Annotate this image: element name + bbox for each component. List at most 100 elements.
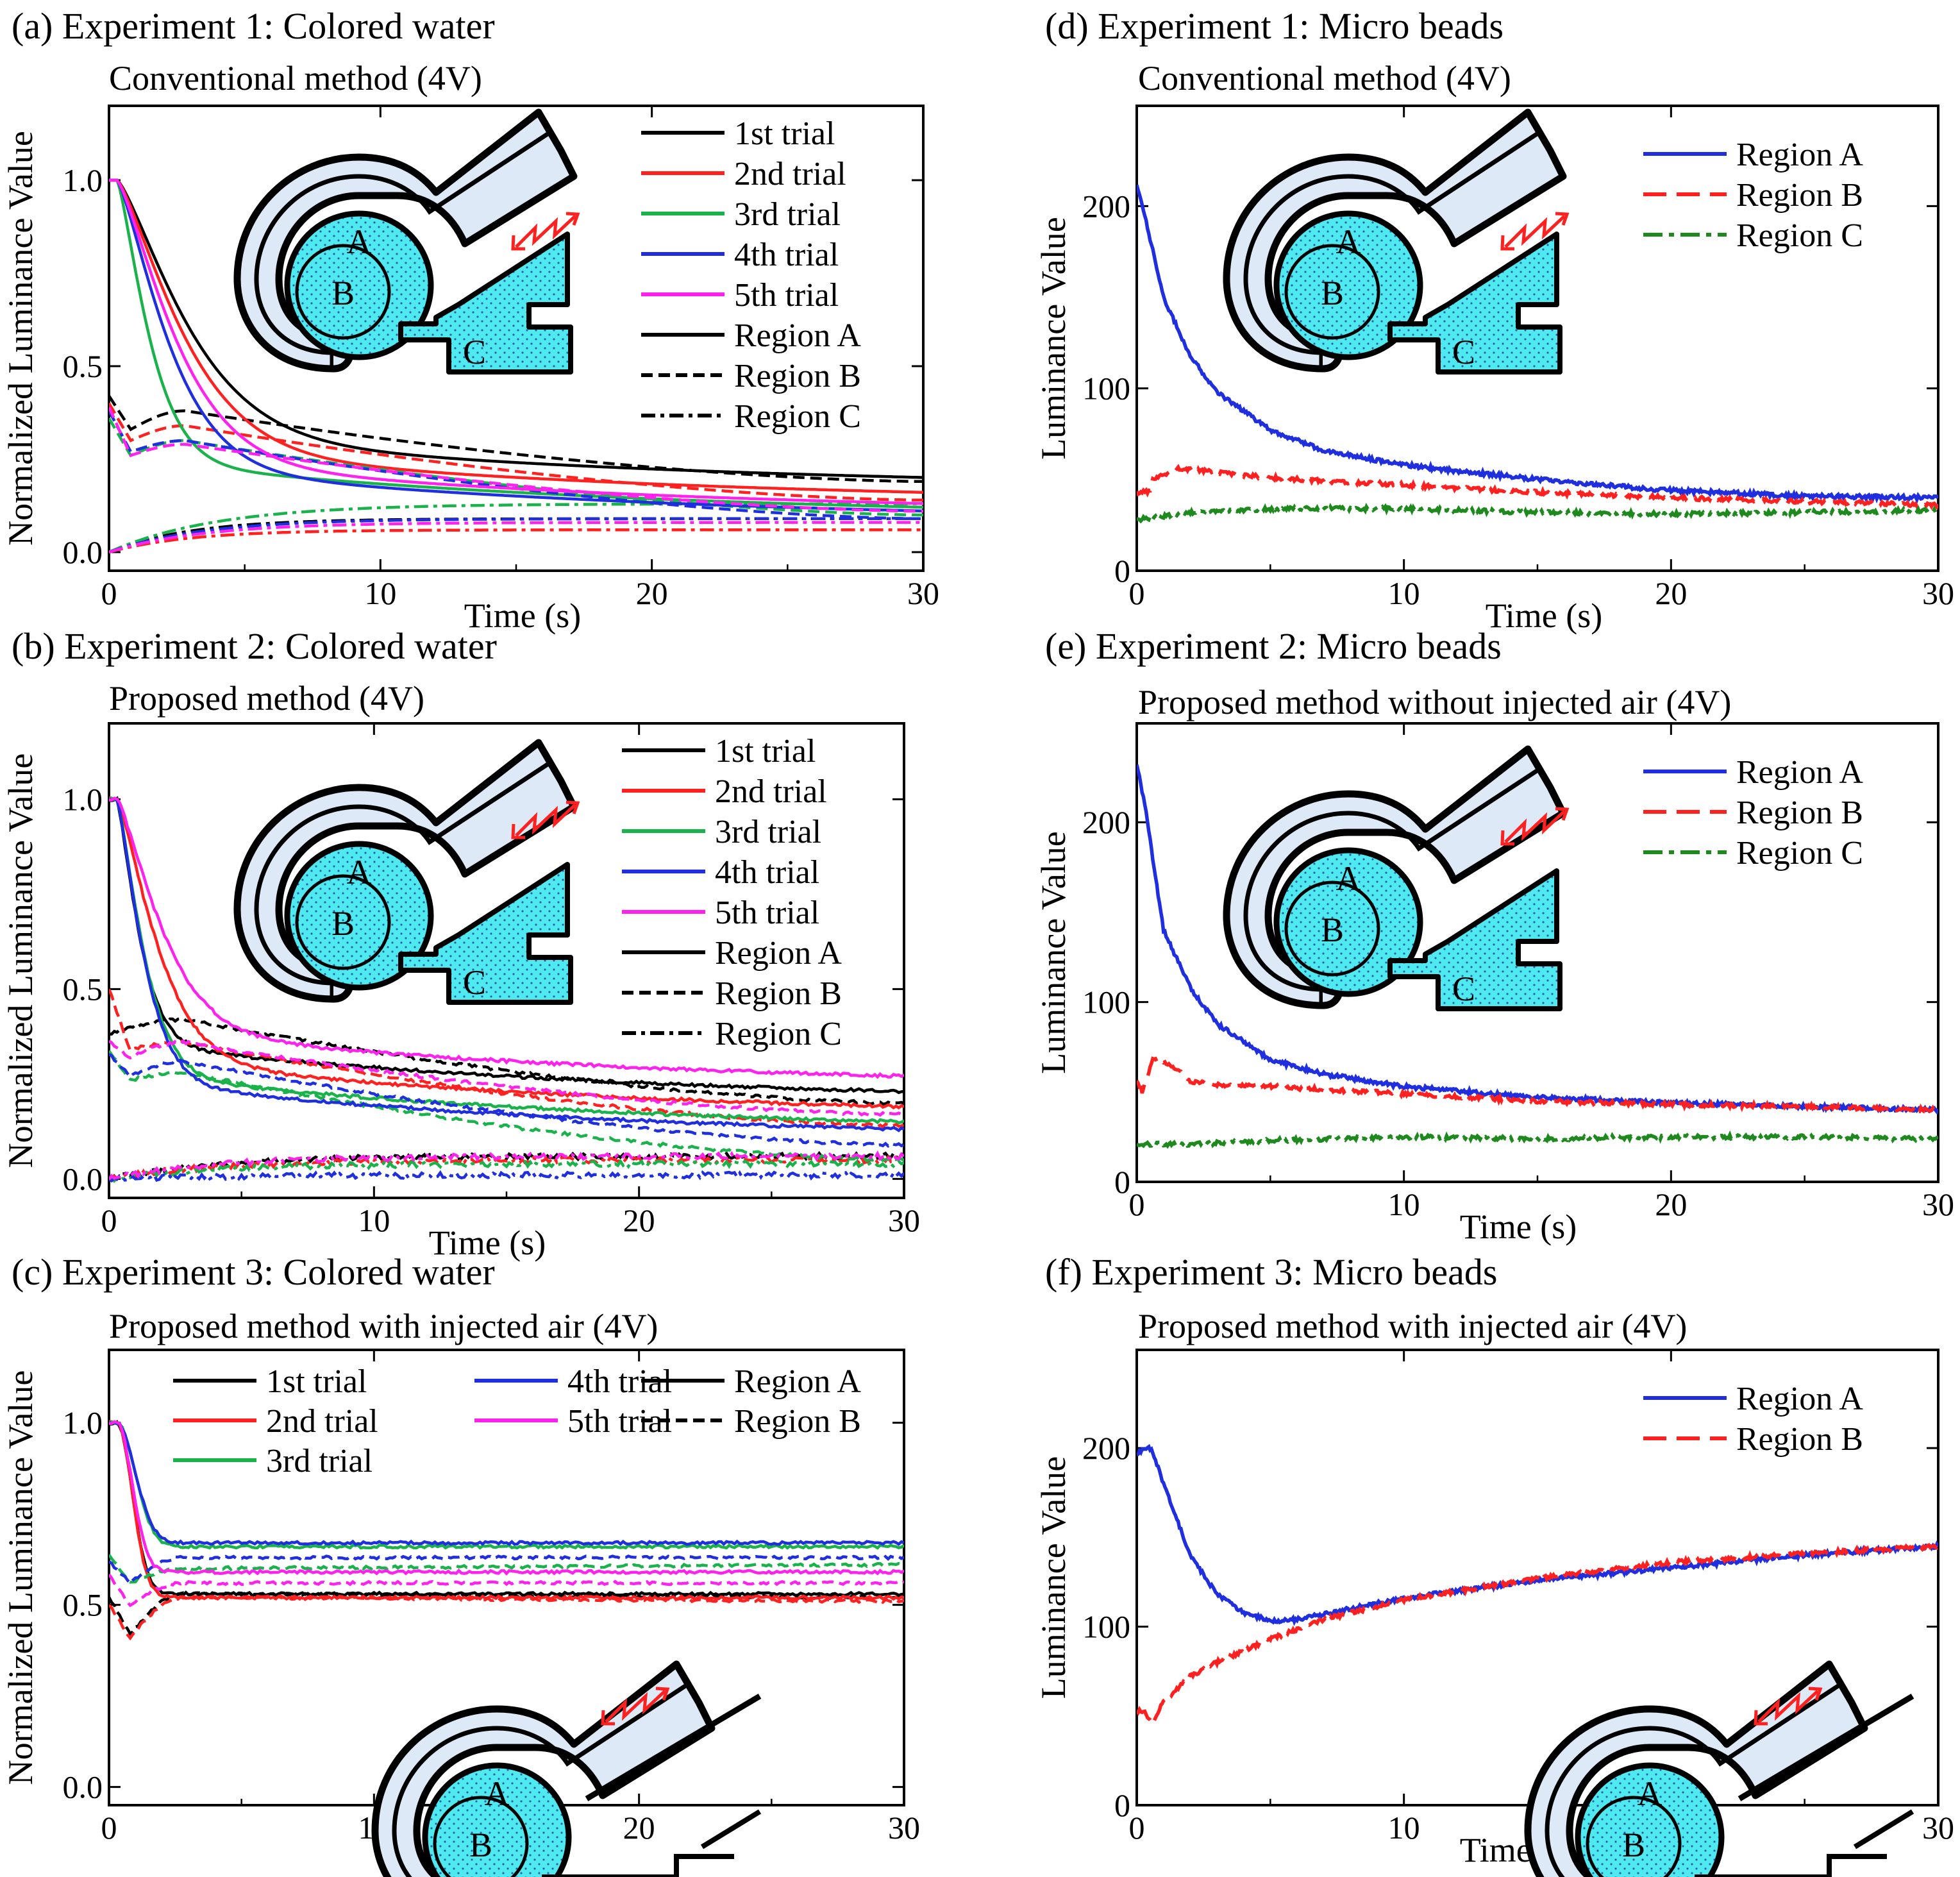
label-c: C (1452, 333, 1475, 371)
vibration-arrowhead-icon (565, 212, 580, 226)
vibration-arrow-icon (515, 215, 576, 248)
vibration-arrowhead-icon (655, 1687, 670, 1701)
series-5th-trial-region-A (109, 796, 904, 1079)
y-tick-label: 0 (1114, 553, 1130, 589)
legend-label: Region B (1736, 1421, 1863, 1458)
series-5th-trial-region-A (109, 1420, 904, 1576)
x-tick-label: 0 (1129, 1186, 1145, 1222)
legend-label: 5th trial (567, 1403, 672, 1440)
chamber-c (398, 231, 573, 375)
y-tick-label: 0.0 (63, 1769, 103, 1805)
panel-e: (e) Experiment 2: Micro beads Proposed me… (1034, 625, 1954, 1246)
inset-group: C AB (1227, 112, 1570, 375)
legend-label: Region B (1736, 795, 1863, 831)
plot-area (1137, 764, 1938, 1149)
pump-inset-diagram: C AB (237, 743, 580, 1005)
series-4th-trial-region-A (109, 1420, 904, 1547)
label-a: A (1336, 859, 1361, 898)
panel-caption: (e) Experiment 2: Micro beads (1045, 625, 1502, 667)
y-tick-label: 0.0 (63, 534, 103, 570)
series-Region-B (1137, 464, 1938, 510)
legend-label: Region B (715, 975, 842, 1012)
y-tick-label: 200 (1082, 804, 1130, 840)
y-axis-label: Luminance Value (1034, 217, 1073, 459)
legend-label: Region A (1736, 1381, 1863, 1417)
x-ticks: 0 10 20 30 (1129, 723, 1954, 1222)
legend-label: 3rd trial (715, 814, 821, 850)
vibration-arrow-icon (515, 804, 576, 837)
legend-label: Region A (1736, 137, 1863, 173)
pump-inset-diagram: C AB (1227, 749, 1570, 1011)
x-tick-label: 30 (888, 1202, 920, 1238)
y-ticks: 0 100 200 (1082, 1430, 1938, 1823)
nozzle-line (1853, 1809, 1914, 1849)
x-tick-label: 0 (1129, 575, 1145, 611)
panel-c: (c) Experiment 3: Colored water Proposed … (1, 1251, 920, 1877)
x-tick-label: 20 (623, 1810, 655, 1846)
legend-label: 3rd trial (266, 1443, 373, 1479)
inset-group: C AB (237, 112, 580, 375)
x-tick-label: 0 (1129, 1810, 1145, 1846)
x-tick-label: 20 (1655, 1186, 1687, 1222)
legend-label: 3rd trial (734, 196, 841, 233)
label-a: A (347, 223, 372, 261)
y-tick-label: 100 (1082, 984, 1130, 1020)
chamber-c (1387, 868, 1562, 1011)
series-4th-trial-region-B (109, 1554, 904, 1586)
series-5th-trial-region-B (109, 406, 923, 513)
series-Region-A (1137, 764, 1938, 1115)
chamber-c (398, 862, 573, 1005)
series-4th-trial-region-C (109, 1170, 904, 1183)
plot-area (1137, 184, 1938, 524)
legend-label: 4th trial (734, 237, 839, 273)
y-axis-label: Luminance Value (1034, 831, 1073, 1073)
y-tick-label: 0.5 (63, 1587, 103, 1623)
series-3rd-trial-region-C (109, 1158, 904, 1183)
nozzle-line (700, 1809, 762, 1849)
legend-label: 4th trial (715, 854, 819, 891)
vibration-arrowtail-icon (601, 1710, 615, 1726)
x-axis-label: Time (s) (1486, 596, 1603, 635)
plot-area (109, 178, 923, 554)
vibration-arrowhead-icon (1555, 807, 1570, 821)
series-1st-trial-region-A (109, 1420, 904, 1597)
vibration-arrow-icon (1504, 810, 1566, 843)
pump-inset-diagram: Air AB (1528, 1664, 1914, 1877)
y-axis-label: Luminance Value (1034, 1456, 1073, 1699)
label-a: A (347, 853, 372, 891)
legend: Region A Region B (1643, 1381, 1863, 1458)
series-Region-B (1137, 1542, 1938, 1730)
vibration-arrowtail-icon (511, 235, 525, 251)
series-5th-trial-region-C (109, 1150, 904, 1181)
series-Region-B (1137, 1056, 1938, 1115)
label-c: C (463, 963, 486, 1002)
legend-label: 1st trial (266, 1363, 367, 1400)
panel-b: (b) Experiment 2: Colored water Proposed … (1, 625, 920, 1262)
y-tick-label: 0.5 (63, 971, 103, 1007)
panel-title: Proposed method with injected air (4V) (1138, 1307, 1687, 1345)
series-5th-trial-region-B (109, 1574, 904, 1608)
y-axis-label: Normalized Luminance Value (1, 1370, 40, 1785)
series-1st-trial-region-A (109, 796, 904, 1095)
y-tick-label: 0 (1114, 1787, 1130, 1823)
y-ticks: 0.0 0.5 1.0 (63, 162, 923, 570)
panel-caption: (d) Experiment 1: Micro beads (1045, 5, 1504, 47)
panel-caption: (c) Experiment 3: Colored water (12, 1251, 495, 1293)
panel-title: Proposed method without injected air (4V… (1138, 683, 1731, 721)
y-ticks: 0.0 0.5 1.0 (63, 1405, 904, 1805)
vibration-arrowhead-icon (1555, 212, 1570, 226)
panel-d: (d) Experiment 1: Micro beads Conventiona… (1034, 5, 1954, 635)
label-b: B (1321, 911, 1344, 949)
vibration-arrow-icon (1504, 215, 1566, 248)
legend-label: Region B (734, 1403, 861, 1440)
label-b: B (1321, 274, 1344, 312)
y-axis-label: Normalized Luminance Value (1, 131, 40, 546)
x-tick-label: 0 (101, 1810, 117, 1846)
legend-label: 1st trial (734, 115, 835, 152)
series-2nd-trial-region-A (109, 178, 923, 494)
air-channel-walls (542, 1854, 734, 1877)
series-5th-trial-region-B (109, 1039, 904, 1117)
plot-area (109, 1420, 904, 1641)
series-Region-C (1137, 1130, 1938, 1149)
